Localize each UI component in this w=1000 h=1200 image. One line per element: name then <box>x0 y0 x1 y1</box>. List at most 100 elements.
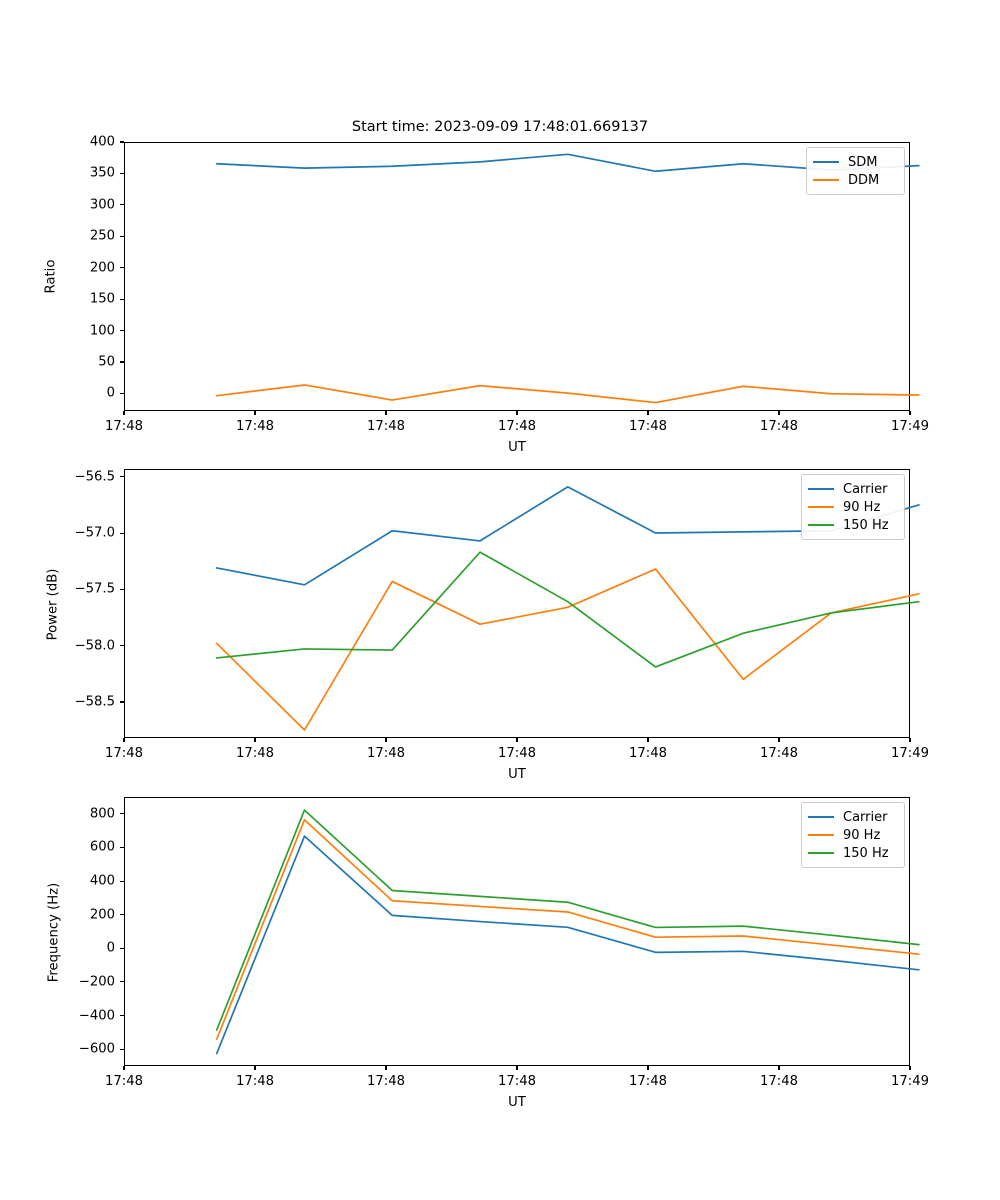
legend-item[interactable]: 150 Hz <box>808 516 897 534</box>
y-tick-label: 0 <box>106 385 115 401</box>
power-axes <box>124 469 920 738</box>
x-tick-label: 17:48 <box>628 746 668 761</box>
ratio-xlabel: UT <box>508 440 526 455</box>
legend-color-swatch <box>808 487 834 491</box>
x-tick-label: 17:48 <box>759 1074 799 1089</box>
frequency-ylabel: Frequency (Hz) <box>46 882 62 983</box>
x-tick-label: 17:48 <box>235 1074 275 1089</box>
y-tickmark <box>119 235 124 237</box>
y-tick-label: 200 <box>89 907 115 923</box>
series-line <box>215 384 920 404</box>
y-tick-label: 400 <box>89 873 115 889</box>
series-line <box>215 568 920 731</box>
power-ylabel: Power (dB) <box>45 568 61 641</box>
series-line <box>215 835 920 1055</box>
legend-item[interactable]: 90 Hz <box>808 498 897 516</box>
ratio-plot-lines <box>215 153 920 404</box>
legend-label: Carrier <box>843 809 888 825</box>
x-tick-label: 17:48 <box>759 419 799 434</box>
legend-item[interactable]: SDM <box>813 153 897 171</box>
y-tick-label: 300 <box>89 197 115 213</box>
y-tick-label: −57.5 <box>74 581 115 597</box>
y-tick-label: −400 <box>78 1008 115 1024</box>
series-line <box>215 819 920 1041</box>
legend-label: Carrier <box>843 481 888 497</box>
frequency-plot-lines <box>215 809 920 1055</box>
legend-label: 150 Hz <box>843 517 889 533</box>
x-tick-label: 17:48 <box>628 419 668 434</box>
legend-color-swatch <box>808 505 834 509</box>
power-xlabel: UT <box>508 767 526 782</box>
x-tickmark <box>647 411 649 416</box>
legend-item[interactable]: DDM <box>813 171 897 189</box>
y-tick-label: 0 <box>106 940 115 956</box>
y-tick-label: 200 <box>89 260 115 276</box>
y-tickmark <box>119 392 124 394</box>
x-tick-label: 17:48 <box>104 1074 144 1089</box>
y-tick-label: 600 <box>89 839 115 855</box>
y-tick-label: 50 <box>98 354 115 370</box>
y-tickmark <box>119 141 124 143</box>
x-tick-label: 17:48 <box>497 746 537 761</box>
legend-label: DDM <box>848 172 880 188</box>
frequency-xlabel: UT <box>508 1095 526 1110</box>
x-tick-label: 17:48 <box>497 419 537 434</box>
ratio-subplot: Start time: 2023-09-09 17:48:01.669137 0… <box>0 0 1000 460</box>
x-tickmark <box>385 411 387 416</box>
legend-label: SDM <box>848 154 878 170</box>
y-tick-label: −200 <box>78 974 115 990</box>
legend-color-swatch <box>808 815 834 819</box>
x-tickmark <box>909 411 911 416</box>
y-tick-label: 350 <box>89 165 115 181</box>
y-tick-label: 100 <box>89 323 115 339</box>
x-tick-label: 17:49 <box>890 746 930 761</box>
y-tickmark <box>119 204 124 206</box>
series-line <box>215 809 920 1031</box>
x-tick-label: 17:48 <box>235 746 275 761</box>
legend-item[interactable]: Carrier <box>808 480 897 498</box>
series-line <box>215 153 920 173</box>
x-tickmark <box>254 411 256 416</box>
y-tick-label: −57.0 <box>74 525 115 541</box>
x-tick-label: 17:48 <box>759 746 799 761</box>
x-tick-label: 17:48 <box>104 419 144 434</box>
y-tick-label: −600 <box>78 1041 115 1057</box>
frequency-axes <box>124 797 920 1066</box>
power-plot-lines <box>215 486 920 731</box>
x-tick-label: 17:48 <box>235 419 275 434</box>
frequency-legend[interactable]: Carrier 90 Hz 150 Hz <box>801 802 905 868</box>
power-legend[interactable]: Carrier 90 Hz 150 Hz <box>801 474 905 540</box>
x-tickmark <box>516 411 518 416</box>
figure-title: Start time: 2023-09-09 17:48:01.669137 <box>351 119 649 135</box>
y-tick-label: 400 <box>89 134 115 150</box>
y-tick-label: −58.0 <box>74 638 115 654</box>
legend-item[interactable]: Carrier <box>808 808 897 826</box>
x-tick-label: 17:48 <box>104 746 144 761</box>
y-tickmark <box>119 361 124 363</box>
ratio-ylabel: Ratio <box>43 259 59 294</box>
y-tick-label: −56.5 <box>74 469 115 485</box>
x-tickmark <box>123 411 125 416</box>
x-tick-label: 17:49 <box>890 1074 930 1089</box>
ratio-axes <box>124 142 920 411</box>
legend-item[interactable]: 90 Hz <box>808 826 897 844</box>
y-tickmark <box>119 330 124 332</box>
x-tick-label: 17:48 <box>628 1074 668 1089</box>
x-tick-label: 17:48 <box>366 746 406 761</box>
x-tick-label: 17:48 <box>366 419 406 434</box>
series-line <box>215 551 920 668</box>
legend-color-swatch <box>808 833 834 837</box>
y-tickmark <box>119 298 124 300</box>
y-tick-label: 800 <box>89 806 115 822</box>
y-tickmark <box>119 267 124 269</box>
legend-color-swatch <box>813 160 839 164</box>
legend-color-swatch <box>808 851 834 855</box>
x-tick-label: 17:48 <box>497 1074 537 1089</box>
ratio-legend[interactable]: SDM DDM <box>806 147 905 195</box>
x-tick-label: 17:48 <box>366 1074 406 1089</box>
legend-item[interactable]: 150 Hz <box>808 844 897 862</box>
legend-label: 150 Hz <box>843 845 889 861</box>
